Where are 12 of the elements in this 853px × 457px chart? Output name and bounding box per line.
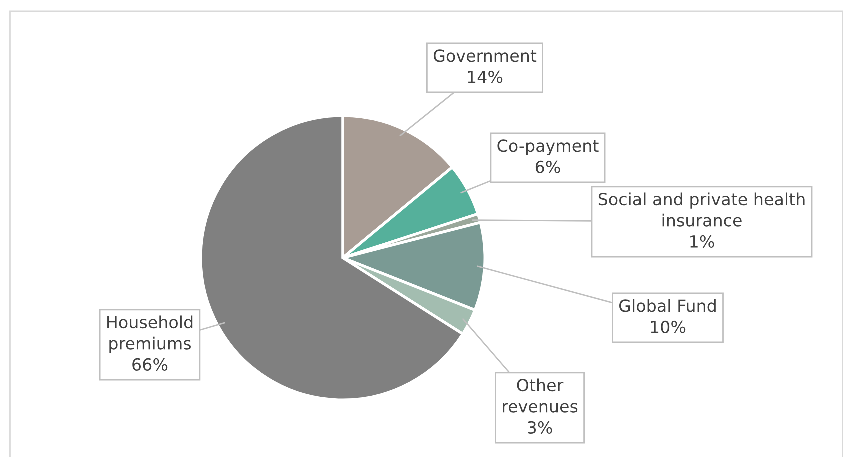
data-label: 3%: [528, 421, 552, 434]
slice-label: Social and private health insurance: [598, 192, 805, 227]
slice-label: Household premiums: [108, 316, 193, 354]
slice-label: Government: [434, 50, 537, 62]
slice-label: Other revenues: [503, 378, 578, 413]
data-label: 14%: [468, 70, 503, 84]
slice-label: Co-payment: [498, 140, 599, 156]
data-label: 10%: [651, 320, 686, 334]
data-label: 1%: [690, 235, 714, 248]
data-label: 6%: [536, 160, 560, 174]
data-label: 66%: [132, 358, 168, 372]
slice-label: Global Fund: [620, 299, 716, 312]
